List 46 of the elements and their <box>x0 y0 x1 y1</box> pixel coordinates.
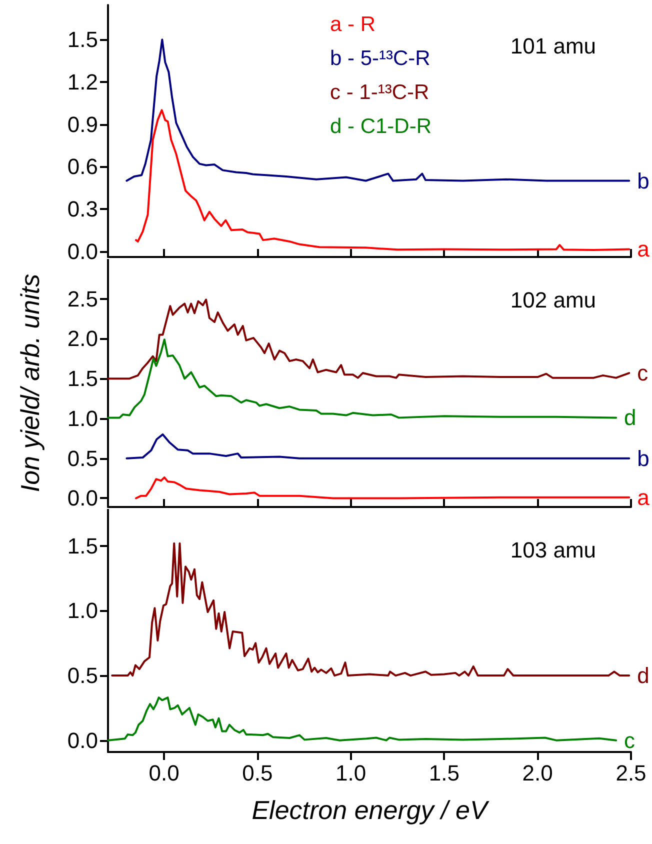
text: a <box>637 236 650 262</box>
y-tick-label: 0.5 <box>67 663 98 688</box>
y-tick-label: 1.2 <box>67 69 98 94</box>
y-tick-label: 0.9 <box>67 112 98 137</box>
line-series <box>126 433 630 460</box>
y-axis-title: Ion yield/ arb. units <box>15 274 45 492</box>
line-series <box>126 38 630 182</box>
text: c <box>637 360 648 386</box>
text: c - 1-¹³C-R <box>330 80 430 106</box>
x-tick-label: 2.0 <box>522 760 553 786</box>
text: d <box>637 663 650 688</box>
line-series <box>135 109 630 251</box>
x-tick-label: 1.5 <box>428 760 460 786</box>
text: 102 amu <box>510 288 596 312</box>
x-tick-label: 0.0 <box>148 760 180 786</box>
y-tick-label: 1.5 <box>67 533 98 558</box>
y-tick-label: 0.0 <box>67 728 98 753</box>
annotation: c <box>624 728 636 753</box>
text: 101 amu <box>510 34 596 58</box>
line-series <box>111 542 630 677</box>
y-tick-label: 0.0 <box>67 238 98 264</box>
text: b <box>637 168 650 194</box>
y-tick-label: 1.0 <box>67 406 98 431</box>
y-tick-label: 1.5 <box>67 366 98 392</box>
text: a - R <box>330 12 377 38</box>
x-tick-label: 2.5 <box>616 760 646 786</box>
text: a <box>637 484 650 510</box>
y-tick-label: 0.0 <box>67 486 98 511</box>
text: 103 amu <box>510 538 596 562</box>
annotation: d <box>624 405 636 430</box>
text: b <box>637 446 650 471</box>
line-series <box>107 696 618 742</box>
y-tick-label: 1.0 <box>67 598 98 624</box>
y-tick-label: 1.5 <box>67 27 98 52</box>
text: b - 5-¹³C-R <box>330 46 432 72</box>
y-tick-label: 2.5 <box>67 286 98 312</box>
x-tick-label: 1.0 <box>336 760 366 786</box>
y-tick-label: 0.5 <box>67 446 98 471</box>
text: d - C1-D-R <box>330 114 432 140</box>
x-axis-title: Electron energy / eV <box>252 795 490 825</box>
y-tick-label: 0.6 <box>67 154 98 180</box>
y-tick-label: 0.3 <box>67 196 98 222</box>
line-series <box>135 476 630 500</box>
y-tick-label: 2.0 <box>67 326 98 352</box>
x-tick-label: 0.5 <box>242 760 273 786</box>
line-series <box>107 338 618 419</box>
